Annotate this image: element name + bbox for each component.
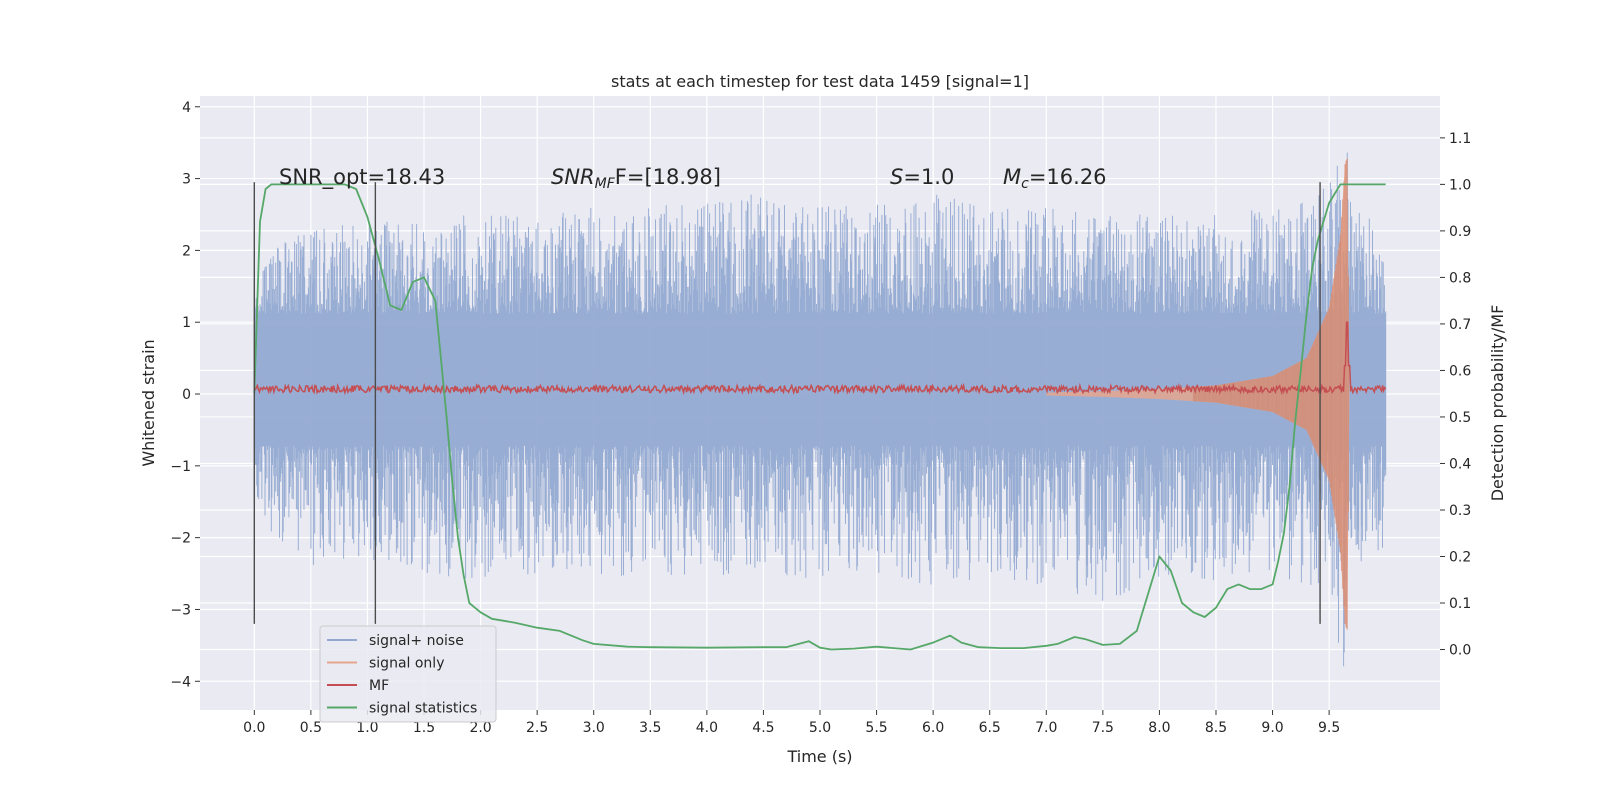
annotation-mc: Mc=16.26: [1003, 165, 1107, 192]
annotation-s-rest: =1.0: [903, 165, 954, 189]
annotation-snr-mf-base: SNR: [551, 165, 595, 189]
y-tick-label: −3: [170, 602, 191, 618]
y-tick-label: 4: [182, 100, 191, 116]
x-tick-label: 4.0: [696, 720, 718, 736]
legend-label: signal statistics: [369, 701, 477, 717]
annotation-s-base: S: [890, 165, 903, 189]
y-tick-label: −1: [170, 459, 191, 475]
annotation-mc-rest: =16.26: [1029, 165, 1107, 189]
annotation-snr-opt: SNR_opt=18.43: [279, 165, 445, 190]
annotation-snr-mf-sub: MF: [595, 176, 616, 192]
y-tick-label: −2: [170, 531, 191, 547]
annotation-mc-base: M: [1003, 165, 1021, 189]
x-tick-label: 0.5: [300, 720, 322, 736]
x-tick-label: 5.0: [809, 720, 831, 736]
series-layer: [253, 152, 1387, 667]
y-right-tick-label: 0.9: [1449, 224, 1471, 240]
y-right-tick-label: 0.4: [1449, 456, 1471, 472]
x-tick-label: 9.5: [1318, 720, 1340, 736]
x-tick-label: 9.0: [1261, 720, 1283, 736]
annotation-snr-mf-rest: F=[18.98]: [615, 165, 721, 189]
series-signal-noise-core: [254, 313, 1386, 446]
x-tick-label: 8.5: [1205, 720, 1227, 736]
x-axis-ticks: 0.0 0.5 1.0 1.5 2.0 2.5 3.0 3.5 4.0 4.5 5.0 5.5 6.0 6…: [243, 710, 1340, 736]
y-right-tick-label: 0.3: [1449, 503, 1471, 519]
legend-label: signal only: [369, 656, 444, 672]
y-right-tick-label: 0.7: [1449, 317, 1471, 333]
x-tick-label: 3.0: [583, 720, 605, 736]
annotation-s: S=1.0: [890, 165, 954, 189]
y-right-tick-label: 1.0: [1449, 177, 1471, 193]
y-right-tick-label: 0.5: [1449, 410, 1471, 426]
legend: signal+ noise signal only MF signal statist…: [319, 625, 497, 723]
x-tick-label: 7.0: [1035, 720, 1057, 736]
y-right-tick-label: 0.8: [1449, 270, 1471, 286]
y-right-axis-ticks: 0.0 0.1 0.2 0.3 0.4 0.5 0.6 0.7 0.8 0.9 1.0 1.1: [1440, 131, 1471, 659]
x-axis-label: Time (s): [786, 747, 852, 766]
x-tick-label: 1.5: [413, 720, 435, 736]
annotation-snr-mf: SNRMFF=[18.98]: [551, 165, 721, 192]
y-tick-label: −4: [170, 674, 191, 690]
x-tick-label: 0.0: [243, 720, 265, 736]
legend-label: signal+ noise: [369, 633, 464, 649]
x-tick-label: 1.0: [356, 720, 378, 736]
y-right-tick-label: 0.2: [1449, 550, 1471, 566]
y-right-axis-label: Detection probability/MF: [1488, 305, 1507, 502]
x-tick-label: 2.5: [526, 720, 548, 736]
y-right-tick-label: 0.0: [1449, 643, 1471, 659]
y-right-tick-label: 0.1: [1449, 596, 1471, 612]
x-tick-label: 3.5: [639, 720, 661, 736]
y-axis-label: Whitened strain: [139, 339, 158, 466]
x-tick-label: 6.5: [979, 720, 1001, 736]
x-tick-label: 7.5: [1092, 720, 1114, 736]
x-tick-label: 8.0: [1148, 720, 1170, 736]
y-tick-label: 1: [182, 315, 191, 331]
x-tick-label: 4.5: [752, 720, 774, 736]
x-tick-label: 5.5: [865, 720, 887, 736]
vertical-markers: [253, 182, 1321, 624]
y-tick-label: 3: [182, 172, 191, 188]
series-signal-statistics-line: [253, 183, 1386, 651]
y-axis-ticks: −4 −3 −2 −1 0 1 2 3 4: [170, 100, 200, 690]
annotations: SNR_opt=18.43 SNRMFF=[18.98] S=1.0 Mc=16…: [279, 165, 1107, 192]
y-tick-label: 0: [182, 387, 191, 403]
legend-label: MF: [369, 678, 389, 694]
y-right-tick-label: 1.1: [1449, 131, 1471, 147]
legend-box: [319, 625, 497, 723]
x-tick-label: 2.0: [469, 720, 491, 736]
annotation-mc-sub: c: [1021, 176, 1029, 192]
x-tick-label: 6.0: [922, 720, 944, 736]
chart-title: stats at each timestep for test data 145…: [611, 72, 1029, 91]
y-tick-label: 2: [182, 243, 191, 259]
y-right-tick-label: 0.6: [1449, 363, 1471, 379]
